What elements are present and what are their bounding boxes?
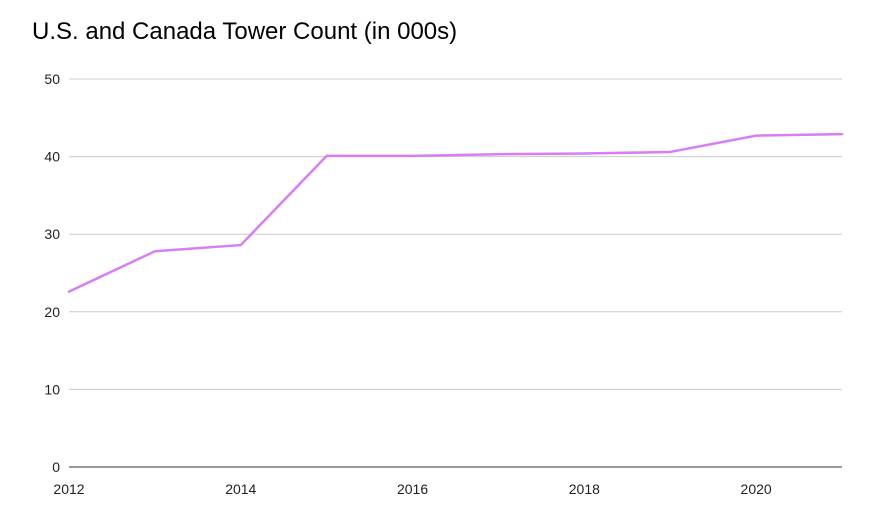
- y-axis-tick-labels: 0 10 20 30 40 50: [44, 71, 60, 475]
- gridlines: [69, 78, 842, 390]
- series-layer: [67, 132, 844, 293]
- x-tick-label: 2012: [53, 481, 84, 497]
- chart-title: U.S. and Canada Tower Count (in 000s): [32, 18, 458, 45]
- x-axis-tick-labels: 2012 2014 2016 2018 2020: [53, 481, 771, 497]
- y-tick-label: 50: [44, 71, 60, 87]
- y-tick-label: 0: [52, 459, 60, 475]
- x-tick-label: 2014: [225, 481, 256, 497]
- y-tick-label: 10: [44, 381, 60, 397]
- y-tick-label: 20: [44, 304, 60, 320]
- x-tick-label: 2016: [397, 481, 428, 497]
- x-tick-label: 2020: [741, 481, 772, 497]
- y-tick-label: 40: [44, 149, 60, 165]
- x-tick-label: 2018: [569, 481, 600, 497]
- y-tick-label: 30: [44, 226, 60, 242]
- series-line-0: [67, 132, 844, 293]
